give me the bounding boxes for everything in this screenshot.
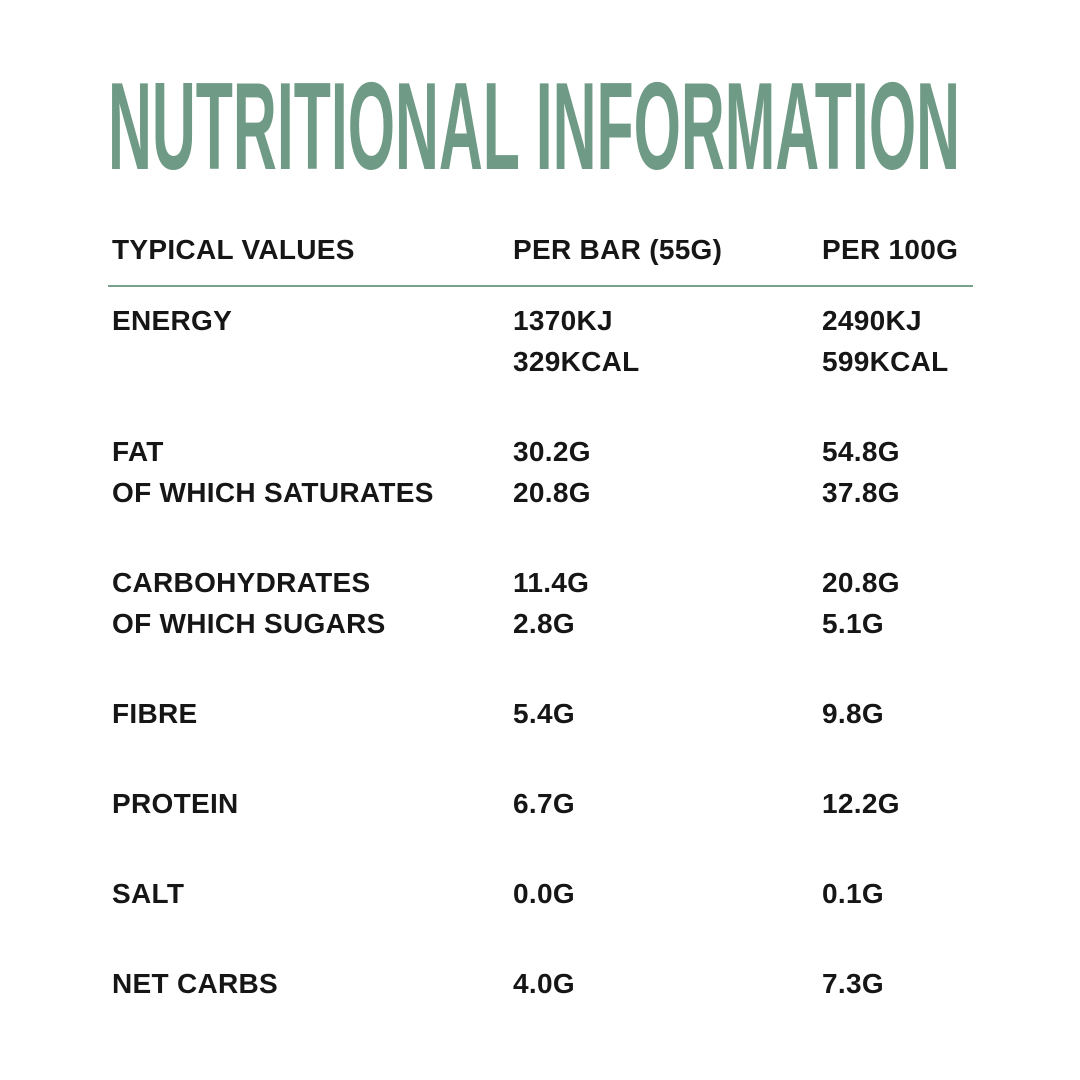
title-block: NUTRITIONAL INFORMATION (108, 78, 960, 176)
page-title: NUTRITIONAL INFORMATION (108, 78, 960, 176)
row-label: OF WHICH SATURATES (112, 476, 434, 508)
row-value-per-100g: 12.2G (822, 787, 900, 819)
row-label: NET CARBS (112, 967, 279, 999)
row-value-per-100g: 0.1G (822, 877, 884, 909)
row-value-per-bar: 329KCAL (513, 345, 640, 377)
table-row-energy: ENERGY 1370KJ 2490KJ (112, 300, 973, 341)
table-row-carbohydrates: CARBOHYDRATES 11.4G 20.8G (112, 562, 973, 603)
table-body: ENERGY 1370KJ 2490KJ 329KCAL 599KCAL FAT… (112, 300, 973, 1004)
row-value-per-bar: 30.2G (513, 435, 591, 467)
row-value-per-bar: 4.0G (513, 967, 575, 999)
row-value-per-bar: 11.4G (513, 566, 590, 598)
column-header-typical-values: TYPICAL VALUES (112, 234, 355, 265)
row-value-per-100g: 54.8G (822, 435, 900, 467)
row-value-per-bar: 5.4G (513, 697, 575, 729)
table-row-protein: PROTEIN 6.7G 12.2G (112, 783, 973, 824)
table-header-row: TYPICAL VALUES PER BAR (55G) PER 100G (112, 228, 973, 272)
row-value-per-bar: 6.7G (513, 787, 575, 819)
title-svg: NUTRITIONAL INFORMATION (108, 78, 960, 176)
row-value-per-100g: 7.3G (822, 967, 884, 999)
row-value-per-100g: 20.8G (822, 566, 900, 598)
row-label: SALT (112, 877, 185, 909)
nutrition-table: TYPICAL VALUES PER BAR (55G) PER 100G EN… (108, 228, 973, 1004)
row-value-per-bar: 0.0G (513, 877, 575, 909)
row-label: FAT (112, 435, 164, 467)
row-value-per-100g: 37.8G (822, 476, 900, 508)
row-value-per-100g: 2490KJ (822, 304, 922, 336)
row-label: OF WHICH SUGARS (112, 607, 386, 639)
row-value-per-bar: 20.8G (513, 476, 591, 508)
row-label: PROTEIN (112, 787, 239, 819)
table-row-fat: FAT 30.2G 54.8G (112, 431, 973, 472)
row-value-per-100g: 9.8G (822, 697, 884, 729)
table-row-net-carbs: NET CARBS 4.0G 7.3G (112, 963, 973, 1004)
row-label: ENERGY (112, 304, 233, 336)
table-row-saturates: OF WHICH SATURATES 20.8G 37.8G (112, 472, 973, 513)
table-row-salt: SALT 0.0G 0.1G (112, 873, 973, 914)
row-label: CARBOHYDRATES (112, 566, 371, 598)
row-value-per-bar: 2.8G (513, 607, 575, 639)
row-value-per-100g: 599KCAL (822, 345, 949, 377)
row-label: FIBRE (112, 697, 198, 729)
row-value-per-100g: 5.1G (822, 607, 884, 639)
table-row-energy-kcal: 329KCAL 599KCAL (112, 341, 973, 382)
row-value-per-bar: 1370KJ (513, 304, 613, 336)
table-row-fibre: FIBRE 5.4G 9.8G (112, 693, 973, 734)
column-header-per-100g: PER 100G (822, 234, 959, 265)
table-row-sugars: OF WHICH SUGARS 2.8G 5.1G (112, 603, 973, 644)
column-header-per-bar: PER BAR (55G) (513, 234, 723, 265)
header-divider-line (108, 285, 973, 287)
